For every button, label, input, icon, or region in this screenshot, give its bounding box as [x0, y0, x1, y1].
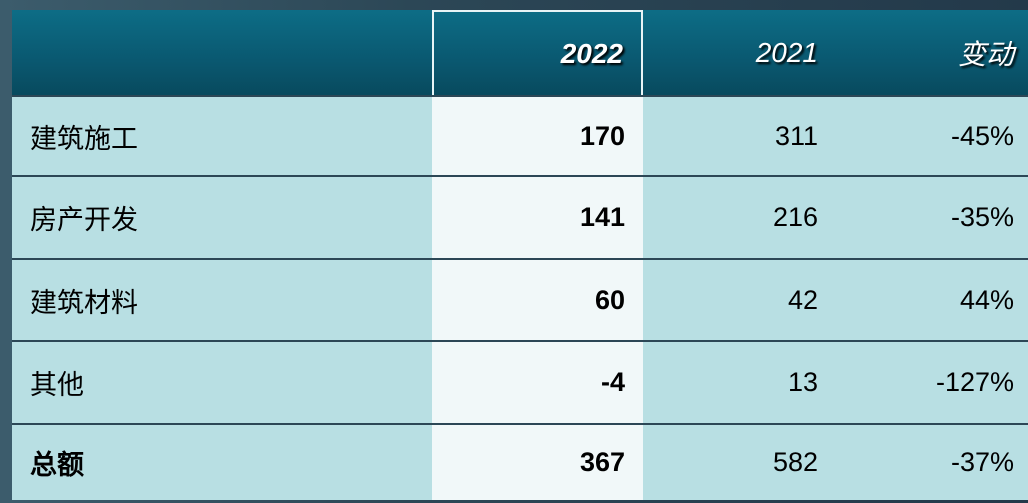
- value-cell: 311: [643, 95, 836, 175]
- value-cell: -45%: [836, 95, 1028, 175]
- value-cell: 44%: [836, 258, 1028, 340]
- row-label: 建筑施工: [12, 95, 432, 175]
- value-cell: -127%: [836, 340, 1028, 423]
- row-label: 其他: [12, 340, 432, 423]
- value-cell: 13: [643, 340, 836, 423]
- value-cell: 60: [432, 258, 643, 340]
- value-cell: 141: [432, 175, 643, 258]
- table-row: 房产开发 141 216 -35%: [12, 175, 1028, 258]
- value-cell: 42: [643, 258, 836, 340]
- value-cell: -37%: [836, 423, 1028, 500]
- header-cell: [12, 10, 432, 95]
- table-row: 总额 367 582 -37%: [12, 423, 1028, 500]
- header-cell: 2021: [755, 36, 818, 68]
- value-cell: 582: [643, 423, 836, 500]
- value-cell: 170: [432, 95, 643, 175]
- header-cell: 变动: [957, 38, 1014, 70]
- value-cell: -4: [432, 340, 643, 423]
- table-row: 建筑施工 170 311 -45%: [12, 95, 1028, 175]
- value-cell: 367: [432, 423, 643, 500]
- table: 2022 2021 变动 建筑施工 170 311 -45% 房产开发 141 216 -35…: [12, 10, 1028, 500]
- table-row: 建筑材料 60 42 44%: [12, 258, 1028, 340]
- value-cell: -35%: [836, 175, 1028, 258]
- row-label: 总额: [12, 423, 432, 500]
- table-row: 其他 -4 13 -127%: [12, 340, 1028, 423]
- value-cell: 216: [643, 175, 836, 258]
- header-cell: 2022: [432, 10, 643, 95]
- row-label: 建筑材料: [12, 258, 432, 340]
- header-row: 2022 2021 变动: [12, 10, 1028, 95]
- row-label: 房产开发: [12, 175, 432, 258]
